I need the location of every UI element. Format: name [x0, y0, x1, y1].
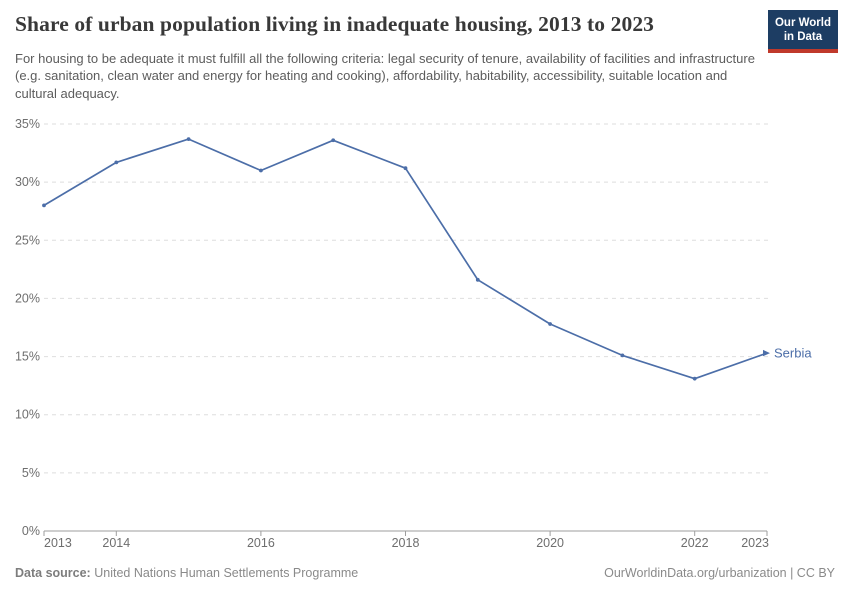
y-tick-label: 25%	[15, 233, 40, 247]
data-point[interactable]	[259, 168, 263, 173]
y-tick-label: 10%	[15, 408, 40, 422]
x-tick-label: 2018	[392, 536, 420, 550]
data-source: Data source: United Nations Human Settle…	[15, 566, 358, 580]
attribution-link[interactable]: OurWorldinData.org/urbanization | CC BY	[604, 566, 835, 580]
data-point[interactable]	[331, 138, 336, 143]
y-tick-label: 20%	[15, 291, 40, 305]
series-line[interactable]	[43, 138, 768, 380]
y-tick-label: 35%	[15, 117, 40, 131]
x-tick-label: 2023	[741, 536, 769, 550]
x-tick-label: 2013	[44, 536, 72, 550]
x-tick-label: 2020	[536, 536, 564, 550]
data-source-label: Data source:	[15, 566, 91, 580]
data-point[interactable]	[475, 277, 480, 282]
data-point[interactable]	[763, 349, 770, 357]
x-tick-label: 2016	[247, 536, 275, 550]
y-tick-label: 15%	[15, 350, 40, 364]
chart-subtitle: For housing to be adequate it must fulfi…	[15, 51, 755, 101]
data-point[interactable]	[548, 322, 552, 326]
y-tick-label: 30%	[15, 175, 40, 189]
x-tick-label: 2014	[102, 536, 130, 550]
series-end-label: Serbia	[774, 346, 812, 361]
data-point[interactable]	[186, 137, 191, 142]
data-point[interactable]	[42, 203, 46, 208]
data-point[interactable]	[403, 166, 408, 171]
owid-logo-line1: Our World	[774, 17, 831, 29]
x-tick-label: 2022	[681, 536, 709, 550]
data-point[interactable]	[114, 160, 119, 165]
owid-logo[interactable]: Our World in Data	[767, 10, 838, 53]
chart-footer: Data source: United Nations Human Settle…	[15, 566, 835, 580]
y-tick-label: 0%	[22, 524, 40, 538]
data-point[interactable]	[620, 353, 625, 358]
data-source-value: United Nations Human Settlements Program…	[94, 566, 359, 580]
owid-logo-line2: in Data	[783, 31, 823, 44]
y-tick-label: 5%	[22, 466, 40, 480]
data-point[interactable]	[692, 376, 697, 381]
page-title: Share of urban population living in inad…	[15, 12, 655, 36]
